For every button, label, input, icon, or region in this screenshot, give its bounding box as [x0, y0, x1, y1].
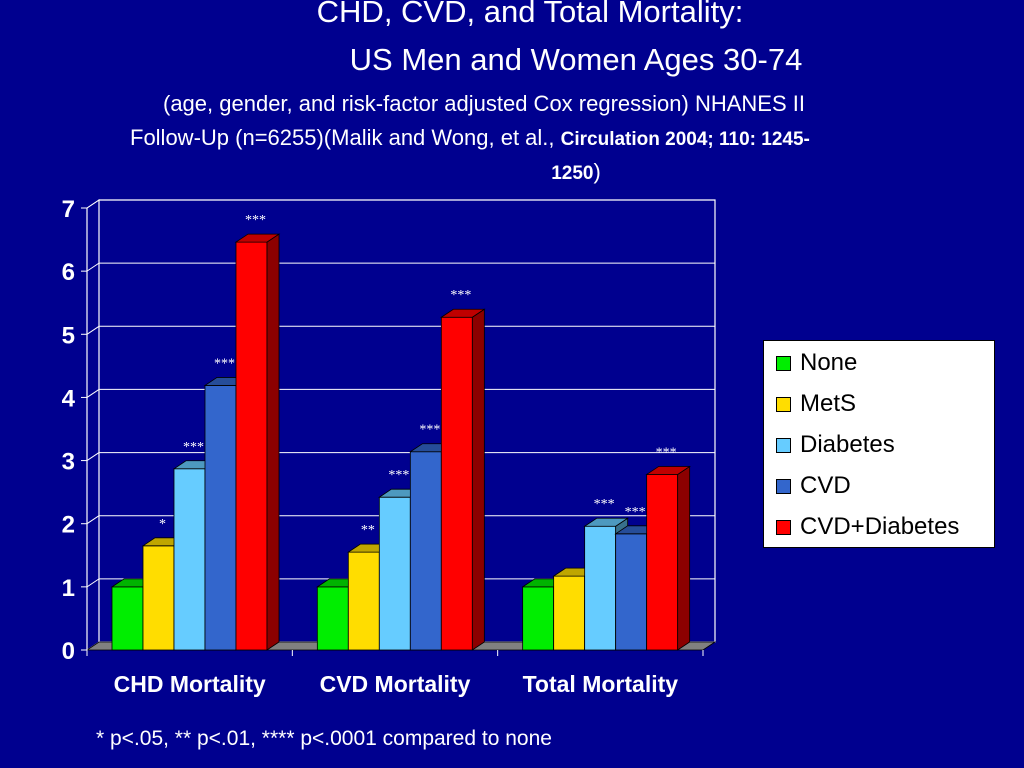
bar-side [266, 233, 280, 651]
bar [235, 241, 268, 651]
legend-item: None [764, 349, 994, 390]
chart-legend: None MetS Diabetes CVD CVD+Diabetes [763, 340, 995, 548]
y-tick-label: 3 [62, 449, 75, 476]
x-category-label: CVD Mortality [320, 671, 471, 697]
significance-footnote: * p<.05, ** p<.01, **** p<.0001 compared… [96, 727, 552, 750]
gridline-side [86, 578, 100, 588]
gridline-side [86, 199, 100, 209]
bar [615, 533, 648, 651]
legend-swatch [776, 479, 791, 494]
y-tick-label: 7 [62, 196, 75, 223]
bar-top [234, 233, 281, 243]
bar-top [583, 517, 629, 527]
significance-label: ** [361, 523, 375, 538]
legend-swatch [776, 520, 791, 535]
bar-side [471, 308, 485, 651]
bar-top [440, 308, 486, 318]
slide-title: CHD, CVD, and Total Mortality: [316, 0, 744, 29]
legend-swatch [776, 397, 791, 412]
subtitle-line-2-text: Follow-Up (n=6255)(Malik and Wong, et al… [130, 125, 561, 150]
bar [440, 316, 473, 651]
legend-swatch [776, 356, 791, 371]
gridline-side [86, 389, 100, 398]
gridline-side [86, 452, 100, 461]
citation-pages: 1250 [551, 163, 594, 184]
subtitle-line-1: (age, gender, and risk-factor adjusted C… [163, 91, 805, 116]
citation-text: Circulation 2004; 110: 1245- [560, 129, 810, 150]
bar [584, 525, 617, 651]
bar-top [645, 466, 691, 475]
y-tick-label: 6 [62, 259, 75, 286]
legend-item: CVD+Diabetes [764, 513, 994, 554]
significance-label: *** [419, 423, 440, 438]
significance-label: * [159, 517, 166, 532]
x-category-label: Total Mortality [523, 671, 679, 697]
bar [316, 586, 349, 651]
significance-label: *** [656, 445, 677, 460]
bar [111, 586, 144, 651]
bar [378, 496, 411, 651]
bar [553, 575, 586, 651]
legend-label: Diabetes [800, 431, 895, 458]
legend-label: CVD+Diabetes [800, 513, 960, 540]
legend-label: None [800, 349, 858, 376]
bar [204, 385, 237, 651]
y-tick-label: 0 [62, 638, 75, 665]
subtitle-line-2: Follow-Up (n=6255)(Malik and Wong, et al… [130, 124, 810, 154]
bar [409, 451, 442, 651]
legend-item: MetS [764, 390, 994, 431]
significance-label: *** [594, 497, 615, 512]
legend-label: MetS [800, 390, 857, 417]
legend-swatch [776, 438, 791, 453]
y-tick-label: 5 [62, 322, 75, 349]
x-category-label: CHD Mortality [114, 671, 266, 697]
y-tick-label: 4 [62, 385, 76, 412]
bar [347, 551, 380, 651]
gridline-side [86, 262, 100, 272]
bar [646, 474, 679, 651]
legend-item: CVD [764, 472, 994, 513]
gridline-side [86, 515, 100, 525]
significance-label: *** [245, 213, 266, 228]
y-tick-label: 2 [62, 512, 75, 539]
significance-label: *** [450, 288, 471, 303]
significance-label: *** [214, 356, 235, 371]
significance-label: *** [388, 468, 409, 483]
bar [522, 586, 555, 651]
y-tick-label: 1 [62, 575, 75, 602]
slide-title-line-2: US Men and Women Ages 30-74 [349, 42, 803, 77]
bar [142, 545, 175, 651]
subtitle-line-3: 1250) [0, 158, 1024, 188]
significance-label: *** [183, 440, 204, 455]
legend-label: CVD [800, 472, 851, 499]
significance-label: *** [625, 505, 646, 520]
subtitle-line-3-suffix: ) [593, 159, 601, 184]
bar [173, 468, 206, 651]
legend-item: Diabetes [764, 431, 994, 472]
bar-side [677, 465, 691, 651]
gridline-side [86, 325, 100, 335]
